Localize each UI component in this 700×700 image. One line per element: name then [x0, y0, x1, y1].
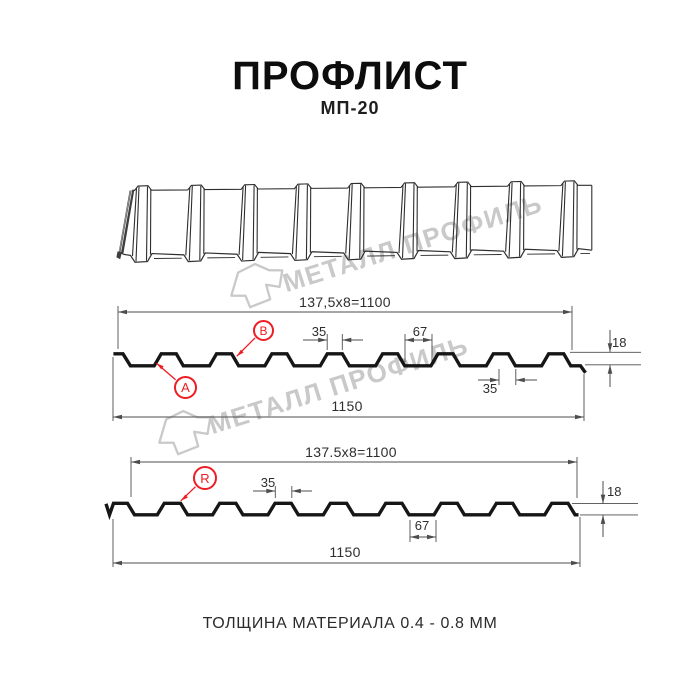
metall-profil-logo-icon: [230, 262, 284, 309]
dim-pitch-total-top-profile: 137,5x8=1100: [299, 294, 391, 310]
dim-rib-top-width-top-profile: 35: [311, 324, 327, 339]
dim-rib-top-width-bottom-profile: 35: [260, 475, 276, 490]
dim-valley-width-top-profile: 67: [412, 324, 428, 339]
marker-side-a: A: [174, 376, 197, 399]
marker-side-a-letter: A: [181, 380, 190, 395]
dim-height-bottom-profile: 18: [607, 484, 622, 499]
marker-side-b-letter: B: [259, 323, 268, 338]
dim-pitch-total-bottom-profile: 137.5x8=1100: [305, 444, 397, 460]
page-title: ПРОФЛИСТ: [232, 54, 468, 98]
dim-rib-base-width-top-profile: 35: [482, 381, 498, 396]
marker-side-r-letter: R: [200, 470, 210, 486]
marker-side-b: B: [253, 320, 274, 341]
dim-valley-width-bottom-profile: 67: [414, 518, 430, 533]
dim-height-top-profile: 18: [612, 335, 627, 350]
metall-profil-logo-icon: [158, 409, 212, 456]
marker-side-r: R: [193, 466, 217, 490]
page-subtitle: МП-20: [320, 98, 380, 118]
dim-overall-width-top-profile: 1150: [331, 398, 363, 414]
dim-overall-width-bottom-profile: 1150: [329, 544, 361, 560]
material-thickness-note: ТОЛЩИНА МАТЕРИАЛА 0.4 - 0.8 ММ: [202, 615, 498, 632]
